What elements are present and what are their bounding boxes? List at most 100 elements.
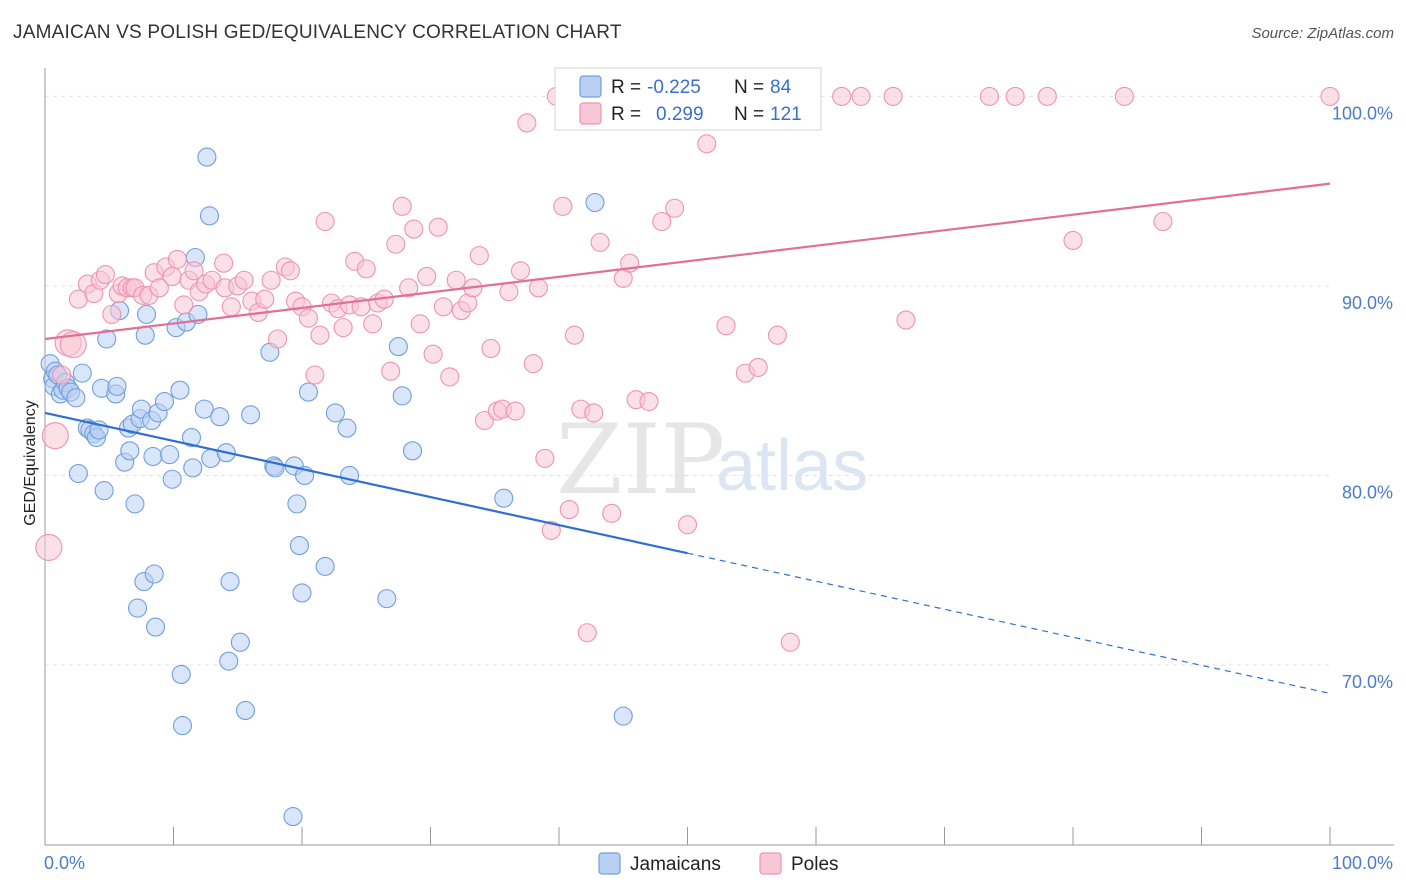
polish-point-72 — [469, 246, 489, 266]
series-legend: Jamaicans Poles — [598, 852, 839, 875]
jamaican-point-48 — [181, 427, 202, 448]
jamaican-point-20 — [97, 329, 117, 349]
legend-label-poles: Poles — [791, 854, 839, 875]
polish-point-0 — [35, 533, 63, 562]
jamaican-point-80 — [402, 441, 423, 461]
jamaican-point-37 — [144, 564, 164, 584]
polish-point-66 — [433, 297, 453, 317]
jamaican-point-28 — [125, 494, 145, 514]
polish-point-114 — [1063, 230, 1083, 251]
jamaican-point-29 — [127, 598, 148, 618]
jamaican-point-44 — [170, 380, 190, 400]
polish-point-38 — [268, 329, 288, 349]
polish-point-112 — [1005, 86, 1025, 106]
jamaican-point-58 — [219, 651, 239, 671]
polish-point-59 — [392, 196, 412, 216]
polish-point-44 — [305, 365, 325, 385]
jamaican-point-74 — [325, 403, 345, 423]
stats-n-value-jamaicans: 84 — [770, 77, 792, 98]
jamaican-point-72 — [298, 382, 318, 402]
polish-point-90 — [577, 623, 597, 643]
watermark-zip: ZIP — [556, 404, 725, 516]
polish-point-54 — [363, 314, 383, 334]
series-jamaicans — [40, 147, 633, 827]
jamaican-point-41 — [160, 445, 180, 465]
polish-point-36 — [255, 289, 275, 309]
legend-label-jamaicans: Jamaicans — [630, 854, 721, 875]
polish-point-31 — [221, 297, 241, 317]
stats-swatch-poles — [579, 102, 602, 125]
jamaican-point-22 — [107, 376, 127, 396]
polish-point-4 — [59, 331, 87, 359]
x-tick-label-max: 100.0% — [1332, 853, 1393, 873]
jamaican-point-34 — [136, 304, 157, 324]
polish-point-110 — [896, 310, 916, 330]
polish-point-9 — [95, 265, 115, 285]
stats-swatch-jamaicans — [579, 75, 602, 98]
stats-n-value-poles: 121 — [770, 104, 802, 125]
polish-point-80 — [517, 113, 537, 133]
polish-point-97 — [639, 391, 659, 412]
polish-point-98 — [652, 211, 672, 232]
stats-r-value-jamaicans: -0.225 — [647, 77, 701, 98]
jamaican-point-82 — [585, 193, 605, 213]
chart-source: Source: ZipAtlas.com — [1251, 25, 1394, 42]
watermark-atlas: atlas — [716, 426, 868, 506]
polish-point-1 — [41, 422, 69, 450]
polish-point-67 — [440, 367, 460, 387]
polish-point-93 — [602, 503, 622, 523]
polish-point-77 — [499, 282, 519, 302]
polish-point-49 — [333, 318, 353, 338]
jamaican-point-54 — [199, 206, 220, 226]
series-poles — [35, 86, 1340, 652]
polish-point-117 — [1320, 86, 1340, 106]
polish-point-79 — [510, 261, 531, 281]
polish-point-21 — [162, 266, 182, 287]
polish-point-37 — [261, 270, 281, 290]
jamaican-point-56 — [210, 407, 230, 427]
jamaican-point-77 — [377, 589, 397, 609]
stats-r-label-poles: R = — [611, 104, 641, 125]
polish-point-22 — [167, 249, 187, 269]
y-tick-label-3: 70.0% — [1342, 672, 1393, 692]
y-tick-label-1: 90.0% — [1342, 293, 1393, 313]
y-tick-labels: 100.0% 90.0% 80.0% 70.0% — [1332, 103, 1393, 692]
polish-point-2 — [52, 365, 72, 385]
polish-point-65 — [428, 217, 448, 237]
x-ticks — [44, 827, 1331, 845]
jamaican-point-38 — [145, 617, 166, 637]
polish-point-23 — [174, 295, 194, 315]
jamaican-point-69 — [289, 536, 309, 556]
polish-point-74 — [481, 338, 501, 359]
y-axis-label: GED/Equivalency — [22, 400, 39, 525]
polish-point-101 — [697, 134, 717, 154]
polish-point-86 — [553, 196, 573, 216]
polish-point-92 — [590, 232, 610, 252]
jamaican-point-73 — [315, 556, 335, 576]
polish-point-25 — [184, 261, 204, 281]
polish-point-45 — [310, 325, 330, 345]
jamaican-point-52 — [194, 399, 214, 419]
jamaican-point-83 — [613, 706, 633, 726]
polish-point-81 — [523, 354, 543, 374]
jamaican-point-78 — [388, 337, 408, 357]
polish-point-115 — [1114, 86, 1134, 106]
polish-point-57 — [381, 361, 401, 381]
jamaican-point-46 — [172, 716, 193, 736]
polish-point-106 — [780, 632, 800, 652]
jamaican-point-60 — [230, 632, 250, 652]
polish-point-60 — [399, 278, 419, 298]
polish-point-88 — [564, 325, 584, 345]
polish-point-102 — [716, 316, 736, 336]
jamaican-point-53 — [197, 147, 217, 167]
polish-point-29 — [214, 253, 234, 273]
polish-point-78 — [505, 401, 525, 421]
polish-point-43 — [298, 308, 318, 328]
trend-line-jamaicans — [44, 411, 688, 555]
polish-point-83 — [535, 448, 555, 468]
x-tick-label-min: 0.0% — [44, 853, 85, 873]
polish-point-10 — [102, 304, 122, 324]
jamaican-point-26 — [120, 441, 140, 461]
jamaican-point-79 — [392, 386, 412, 406]
trend-line-poles — [44, 182, 1331, 341]
